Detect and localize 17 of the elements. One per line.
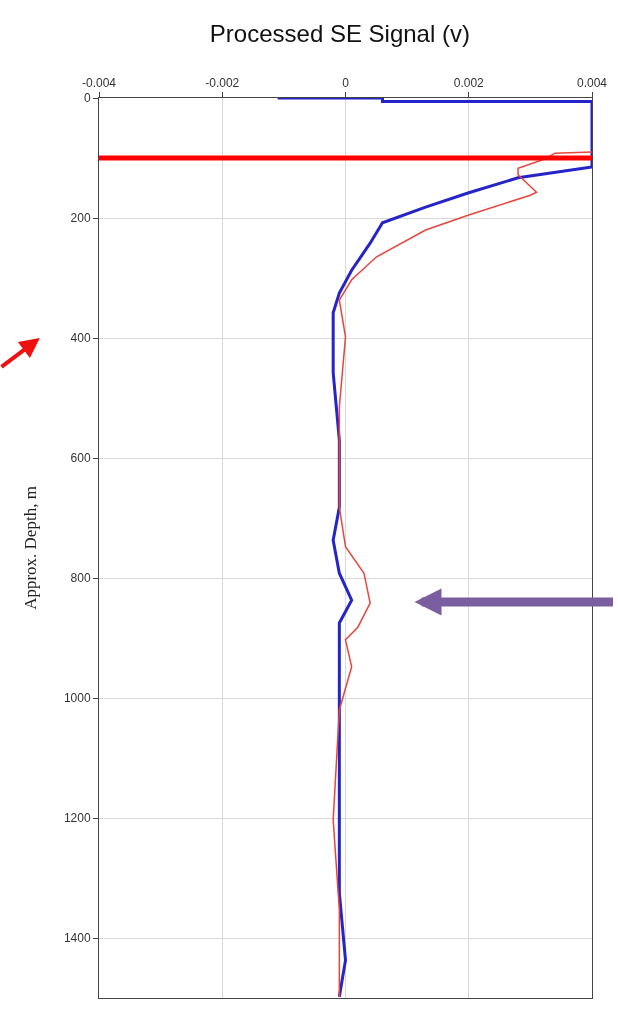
x-tick-label: 0.004 <box>576 76 608 91</box>
y-tick-label: 800 <box>70 571 91 586</box>
x-tick-label: -0.002 <box>205 76 240 91</box>
y-tick-label: 600 <box>70 451 91 466</box>
line-series <box>276 98 592 998</box>
y-tick-label: 1200 <box>63 811 91 826</box>
y-tick-label: 1000 <box>63 691 91 706</box>
x-tick-label: 0.002 <box>453 76 485 91</box>
x-tick-label: 0 <box>342 76 350 91</box>
line-series <box>332 151 592 998</box>
y-tick-label: 400 <box>70 331 91 346</box>
x-tick-label: -0.004 <box>81 76 117 91</box>
y-tick-label: 200 <box>70 211 91 226</box>
y-tick-label: 1400 <box>63 931 91 946</box>
y-tick-label: 0 <box>83 91 91 106</box>
y-axis-title: Approx. Depth, m <box>21 486 41 610</box>
chart-title: Processed SE Signal (v) <box>209 20 470 48</box>
